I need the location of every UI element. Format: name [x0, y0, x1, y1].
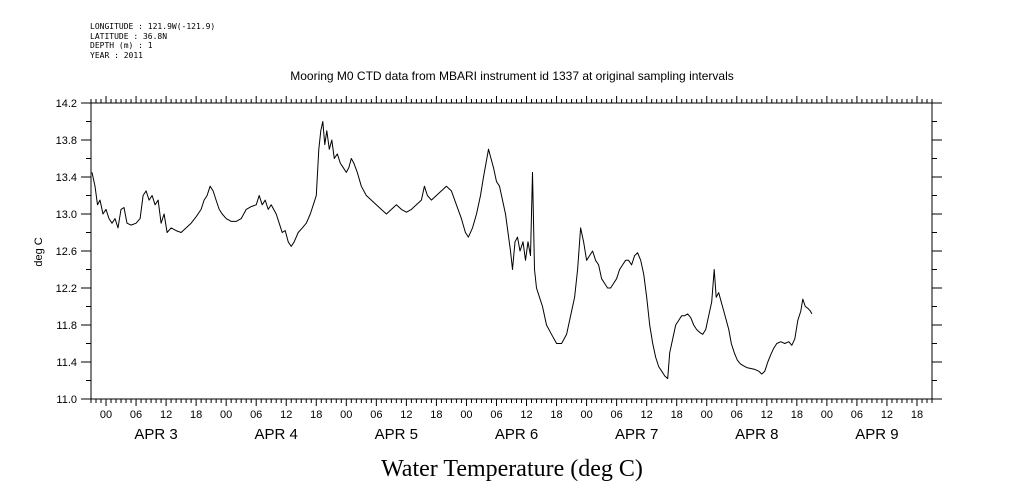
- y-tick-label: 12.6: [56, 246, 77, 258]
- x-tick-label: 06: [370, 409, 382, 421]
- day-label: APR 6: [495, 426, 538, 443]
- x-tick-label: 18: [190, 409, 202, 421]
- x-tick-label: 18: [671, 409, 683, 421]
- x-tick-label: 12: [280, 409, 292, 421]
- y-tick-label: 13.0: [56, 209, 77, 221]
- x-tick-label: 00: [701, 409, 713, 421]
- x-tick-label: 18: [550, 409, 562, 421]
- day-label: APR 8: [735, 426, 778, 443]
- plot-axes: [81, 96, 942, 406]
- x-tick-label: 00: [220, 409, 232, 421]
- day-label: APR 4: [255, 426, 298, 443]
- y-tick-label: 12.2: [56, 283, 77, 295]
- y-tick-label: 11.8: [56, 320, 77, 332]
- x-tick-label: 06: [490, 409, 502, 421]
- x-tick-label: 18: [430, 409, 442, 421]
- day-label: APR 7: [615, 426, 658, 443]
- year-text: YEAR : 2011: [90, 50, 143, 60]
- station-metadata: LONGITUDE : 121.9W(-121.9) LATITUDE : 36…: [90, 22, 215, 60]
- x-tick-label: 00: [460, 409, 472, 421]
- x-tick-labels: 00 06 12 18 00 06 12 18 00 06 12 18 00 06 12 18 00 06 12 18…: [100, 409, 923, 421]
- x-tick-label: 06: [611, 409, 623, 421]
- x-tick-label: 12: [160, 409, 172, 421]
- y-axis-label: deg C: [33, 237, 45, 266]
- x-axis-title: Water Temperature (deg C): [381, 456, 643, 482]
- day-label: APR 3: [134, 426, 177, 443]
- series-group: [91, 121, 813, 380]
- x-tick-label: 12: [761, 409, 773, 421]
- longitude-text: LONGITUDE : 121.9W(-121.9): [90, 22, 216, 31]
- day-label: APR 9: [855, 426, 898, 443]
- x-tick-label: 00: [821, 409, 833, 421]
- chart-title: Mooring M0 CTD data from MBARI instrumen…: [290, 69, 734, 83]
- water-temperature-series-line: [91, 121, 813, 380]
- x-tick-label: 18: [791, 409, 803, 421]
- x-tick-label: 00: [100, 409, 112, 421]
- x-tick-label: 06: [130, 409, 142, 421]
- y-tick-label: 11.4: [56, 357, 77, 369]
- depth-text: DEPTH (m) : 1: [90, 41, 153, 50]
- x-tick-label: 12: [641, 409, 653, 421]
- y-tick-labels: 11.0 11.4 11.8 12.2 12.6 13.0 13.4 13.8 14.2: [56, 98, 77, 406]
- x-tick-label: 06: [731, 409, 743, 421]
- x-tick-label: 06: [250, 409, 262, 421]
- x-tick-label: 06: [851, 409, 863, 421]
- y-tick-label: 11.0: [56, 394, 77, 406]
- x-tick-label: 12: [881, 409, 893, 421]
- day-labels: APR 3 APR 4 APR 5 APR 6 APR 7 APR 8 APR 9: [134, 426, 898, 443]
- plot-frame: [90, 102, 933, 400]
- latitude-text: LATITUDE : 36.8N: [90, 31, 168, 41]
- x-tick-label: 18: [911, 409, 923, 421]
- x-tick-label: 12: [520, 409, 532, 421]
- x-tick-label: 12: [400, 409, 412, 421]
- x-tick-label: 00: [580, 409, 592, 421]
- y-tick-label: 14.2: [56, 98, 77, 110]
- y-tick-label: 13.8: [56, 135, 77, 147]
- day-label: APR 5: [375, 426, 418, 443]
- y-tick-label: 13.4: [56, 172, 77, 184]
- x-tick-label: 18: [310, 409, 322, 421]
- x-tick-label: 00: [340, 409, 352, 421]
